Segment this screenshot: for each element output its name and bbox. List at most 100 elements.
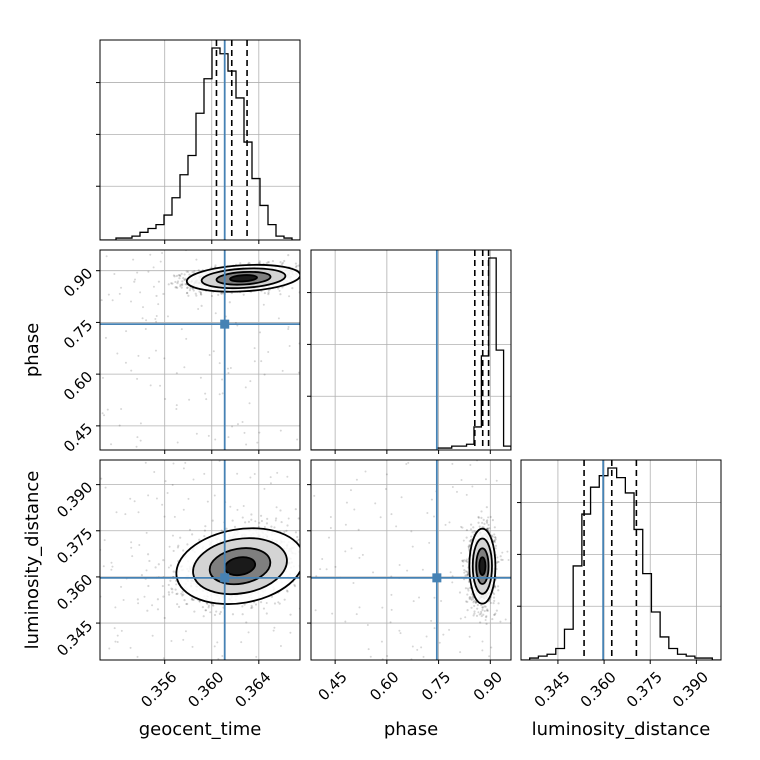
sample-point bbox=[489, 601, 493, 605]
sample-point bbox=[107, 293, 110, 296]
sample-point bbox=[111, 565, 114, 568]
sample-point bbox=[474, 601, 477, 604]
sample-point bbox=[195, 258, 198, 261]
sample-point bbox=[497, 589, 500, 592]
sample-point bbox=[248, 262, 251, 265]
sample-point bbox=[467, 545, 470, 548]
sample-point bbox=[485, 520, 488, 523]
sample-point bbox=[118, 424, 121, 427]
sample-point bbox=[265, 522, 269, 525]
sample-point bbox=[161, 252, 164, 255]
sample-point bbox=[118, 292, 121, 295]
sample-point bbox=[154, 317, 157, 320]
sample-point bbox=[481, 606, 484, 609]
sample-point bbox=[188, 289, 191, 292]
sample-point bbox=[201, 606, 204, 609]
sample-point bbox=[303, 561, 305, 563]
sample-point bbox=[181, 280, 184, 283]
sample-point bbox=[297, 517, 300, 520]
sample-point bbox=[104, 486, 107, 489]
sample-point bbox=[184, 283, 187, 286]
sample-point bbox=[115, 511, 118, 514]
sample-point bbox=[187, 294, 190, 297]
sample-point bbox=[192, 478, 195, 481]
sample-point bbox=[177, 605, 181, 608]
sample-point bbox=[149, 384, 152, 387]
sample-point bbox=[469, 538, 473, 542]
sample-point bbox=[241, 613, 244, 616]
sample-point bbox=[313, 533, 315, 535]
sample-point bbox=[267, 291, 270, 294]
sample-point bbox=[494, 536, 497, 539]
sample-point bbox=[222, 292, 225, 295]
sample-point bbox=[185, 270, 188, 273]
sample-point bbox=[183, 599, 186, 602]
sample-point bbox=[469, 528, 473, 531]
sample-point bbox=[260, 360, 263, 363]
sample-point bbox=[136, 377, 139, 380]
sample-point bbox=[486, 521, 489, 524]
sample-point bbox=[100, 477, 103, 480]
sample-point bbox=[497, 602, 500, 605]
truth-marker bbox=[220, 319, 230, 329]
sample-point bbox=[218, 393, 221, 396]
sample-point bbox=[131, 555, 134, 558]
histogram-geocent_time bbox=[100, 47, 300, 240]
panel-geocent_time-geocent_time bbox=[96, 39, 301, 244]
sample-point bbox=[167, 566, 170, 569]
sample-point bbox=[489, 515, 492, 519]
sample-point bbox=[179, 285, 182, 288]
sample-point bbox=[220, 292, 223, 295]
sample-point bbox=[249, 476, 252, 479]
sample-point bbox=[461, 564, 465, 568]
sample-point bbox=[493, 592, 496, 596]
sample-point bbox=[478, 525, 481, 528]
sample-point bbox=[476, 603, 479, 607]
sample-point bbox=[320, 273, 322, 275]
sample-point bbox=[163, 616, 166, 620]
sample-point bbox=[500, 558, 503, 561]
sample-point bbox=[283, 598, 286, 601]
sample-point bbox=[307, 541, 309, 543]
sample-point bbox=[142, 306, 145, 309]
sample-point bbox=[156, 608, 160, 611]
sample-point bbox=[472, 614, 475, 617]
sample-point bbox=[483, 522, 486, 525]
sample-point bbox=[211, 519, 214, 522]
sample-point bbox=[193, 610, 196, 613]
sample-point bbox=[191, 533, 194, 536]
sample-point bbox=[182, 638, 185, 641]
sample-point bbox=[265, 612, 268, 615]
sample-point bbox=[291, 287, 294, 290]
sample-point bbox=[135, 445, 138, 448]
sample-point bbox=[493, 533, 496, 536]
sample-point bbox=[136, 655, 139, 658]
sample-point bbox=[174, 286, 177, 289]
sample-point bbox=[305, 275, 307, 277]
sample-point bbox=[465, 600, 468, 603]
sample-point bbox=[151, 604, 154, 607]
sample-point bbox=[124, 361, 127, 364]
sample-point bbox=[176, 280, 180, 283]
sample-point bbox=[114, 606, 117, 609]
sample-point bbox=[486, 609, 489, 612]
sample-point bbox=[171, 484, 174, 487]
sample-point bbox=[178, 277, 181, 280]
sample-point bbox=[488, 527, 491, 530]
sample-point bbox=[486, 527, 489, 530]
sample-point bbox=[147, 494, 150, 497]
sample-point bbox=[250, 513, 253, 516]
sample-point bbox=[184, 278, 187, 281]
sample-point bbox=[324, 541, 326, 543]
sample-point bbox=[477, 521, 480, 524]
sample-point bbox=[294, 266, 298, 269]
sample-point bbox=[255, 655, 258, 658]
sample-point bbox=[198, 290, 201, 293]
sample-point bbox=[286, 590, 289, 593]
sample-point bbox=[184, 277, 187, 280]
sample-point bbox=[172, 570, 175, 573]
sample-point bbox=[144, 461, 147, 464]
sample-point bbox=[494, 547, 497, 550]
sample-point bbox=[172, 462, 175, 465]
sample-point bbox=[476, 607, 479, 610]
